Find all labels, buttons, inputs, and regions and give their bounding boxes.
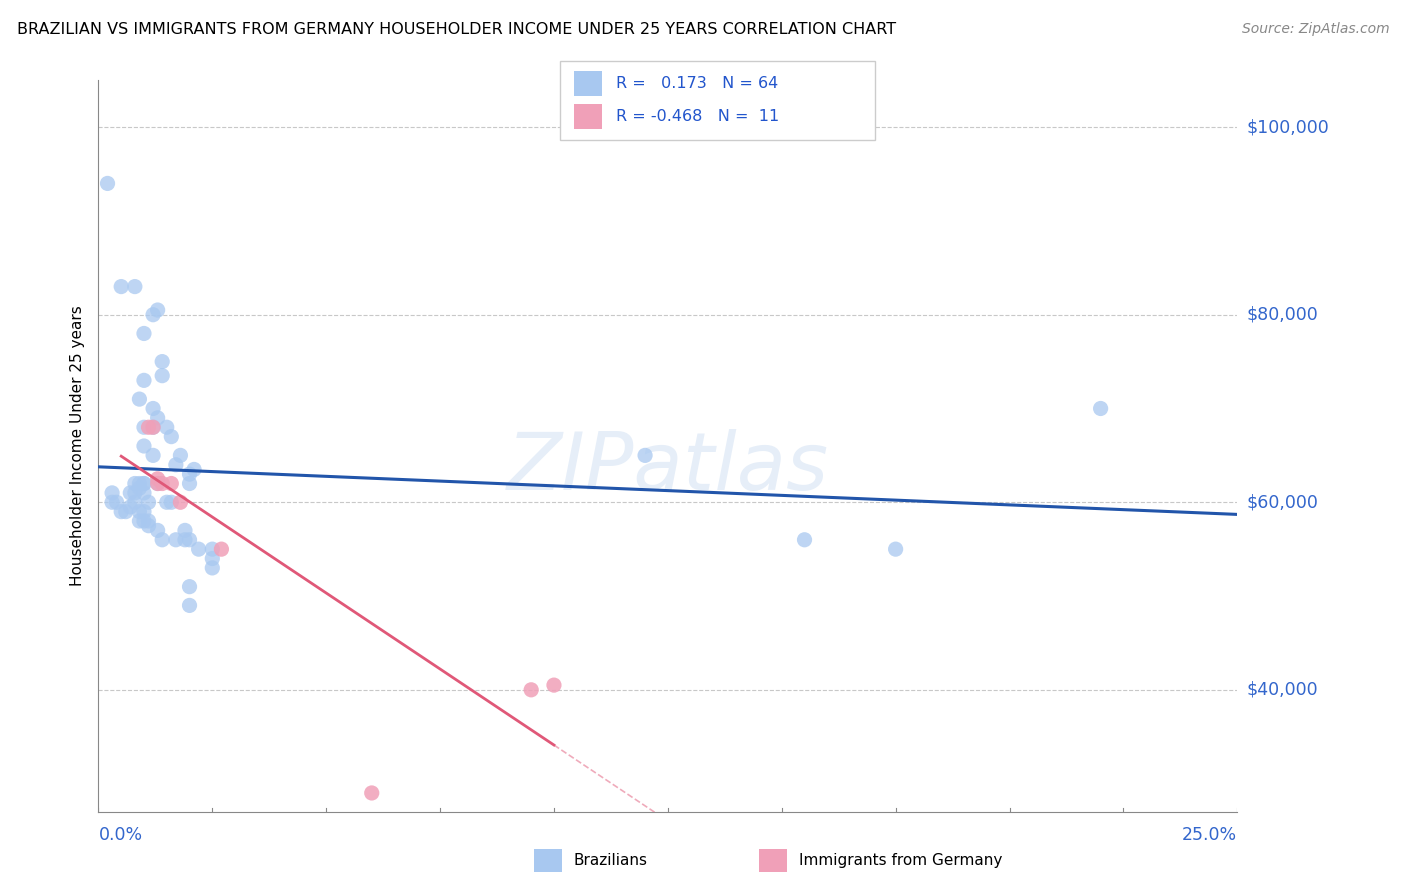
Point	[884, 542, 907, 557]
Point	[793, 533, 815, 547]
Text: Brazilians: Brazilians	[574, 854, 648, 868]
Text: $100,000: $100,000	[1246, 118, 1329, 136]
Point	[634, 449, 657, 463]
Point	[124, 495, 146, 509]
Point	[165, 533, 187, 547]
Text: Source: ZipAtlas.com: Source: ZipAtlas.com	[1241, 22, 1389, 37]
Point	[138, 495, 160, 509]
Text: $40,000: $40,000	[1246, 681, 1317, 698]
Point	[110, 505, 132, 519]
Point	[160, 429, 183, 443]
Point	[138, 514, 160, 528]
Point	[101, 495, 124, 509]
Point	[142, 420, 165, 434]
Text: R = -0.468   N =  11: R = -0.468 N = 11	[616, 110, 779, 124]
Point	[120, 500, 142, 514]
Text: R =   0.173   N = 64: R = 0.173 N = 64	[616, 77, 778, 91]
Point	[142, 401, 165, 416]
Point	[146, 303, 169, 318]
Point	[142, 449, 165, 463]
Point	[146, 410, 169, 425]
Point	[146, 476, 169, 491]
Point	[174, 524, 197, 538]
Point	[124, 486, 146, 500]
Point	[146, 524, 169, 538]
Point	[128, 514, 150, 528]
Point	[179, 599, 201, 613]
Point	[209, 542, 232, 557]
Point	[520, 682, 543, 697]
Point	[132, 514, 155, 528]
Point	[132, 373, 155, 387]
Point	[160, 476, 183, 491]
Point	[174, 533, 197, 547]
Point	[132, 486, 155, 500]
Point	[183, 462, 205, 476]
Point	[128, 476, 150, 491]
Point	[179, 476, 201, 491]
Text: 0.0%: 0.0%	[98, 826, 142, 844]
Text: $60,000: $60,000	[1246, 493, 1319, 511]
Point	[110, 279, 132, 293]
Point	[105, 495, 128, 509]
Point	[543, 678, 565, 692]
Text: $80,000: $80,000	[1246, 306, 1319, 324]
Point	[156, 495, 179, 509]
Point	[142, 420, 165, 434]
Point	[132, 476, 155, 491]
Point	[360, 786, 382, 800]
Point	[201, 561, 224, 575]
Point	[138, 518, 160, 533]
Point	[201, 551, 224, 566]
Point	[124, 279, 146, 293]
Point	[169, 495, 191, 509]
Point	[179, 467, 201, 482]
Point	[120, 486, 142, 500]
Point	[132, 476, 155, 491]
Point	[128, 481, 150, 495]
Point	[150, 476, 173, 491]
Point	[124, 476, 146, 491]
Point	[128, 505, 150, 519]
Point	[150, 533, 173, 547]
Text: Immigrants from Germany: Immigrants from Germany	[799, 854, 1002, 868]
Point	[142, 308, 165, 322]
Point	[114, 505, 136, 519]
Point	[138, 420, 160, 434]
Point	[101, 486, 124, 500]
Text: ZIPatlas: ZIPatlas	[506, 429, 830, 507]
Point	[187, 542, 209, 557]
Point	[132, 439, 155, 453]
Point	[146, 476, 169, 491]
Point	[165, 458, 187, 472]
Point	[160, 495, 183, 509]
Text: 25.0%: 25.0%	[1182, 826, 1237, 844]
Point	[1090, 401, 1112, 416]
Point	[96, 177, 118, 191]
Point	[146, 472, 169, 486]
Y-axis label: Householder Income Under 25 years: Householder Income Under 25 years	[70, 306, 86, 586]
Point	[132, 505, 155, 519]
Point	[156, 420, 179, 434]
Point	[169, 449, 191, 463]
Point	[128, 392, 150, 406]
Point	[150, 368, 173, 383]
Point	[201, 542, 224, 557]
Point	[132, 420, 155, 434]
Point	[150, 354, 173, 368]
Point	[179, 580, 201, 594]
Point	[132, 326, 155, 341]
Point	[179, 533, 201, 547]
Text: BRAZILIAN VS IMMIGRANTS FROM GERMANY HOUSEHOLDER INCOME UNDER 25 YEARS CORRELATI: BRAZILIAN VS IMMIGRANTS FROM GERMANY HOU…	[17, 22, 896, 37]
